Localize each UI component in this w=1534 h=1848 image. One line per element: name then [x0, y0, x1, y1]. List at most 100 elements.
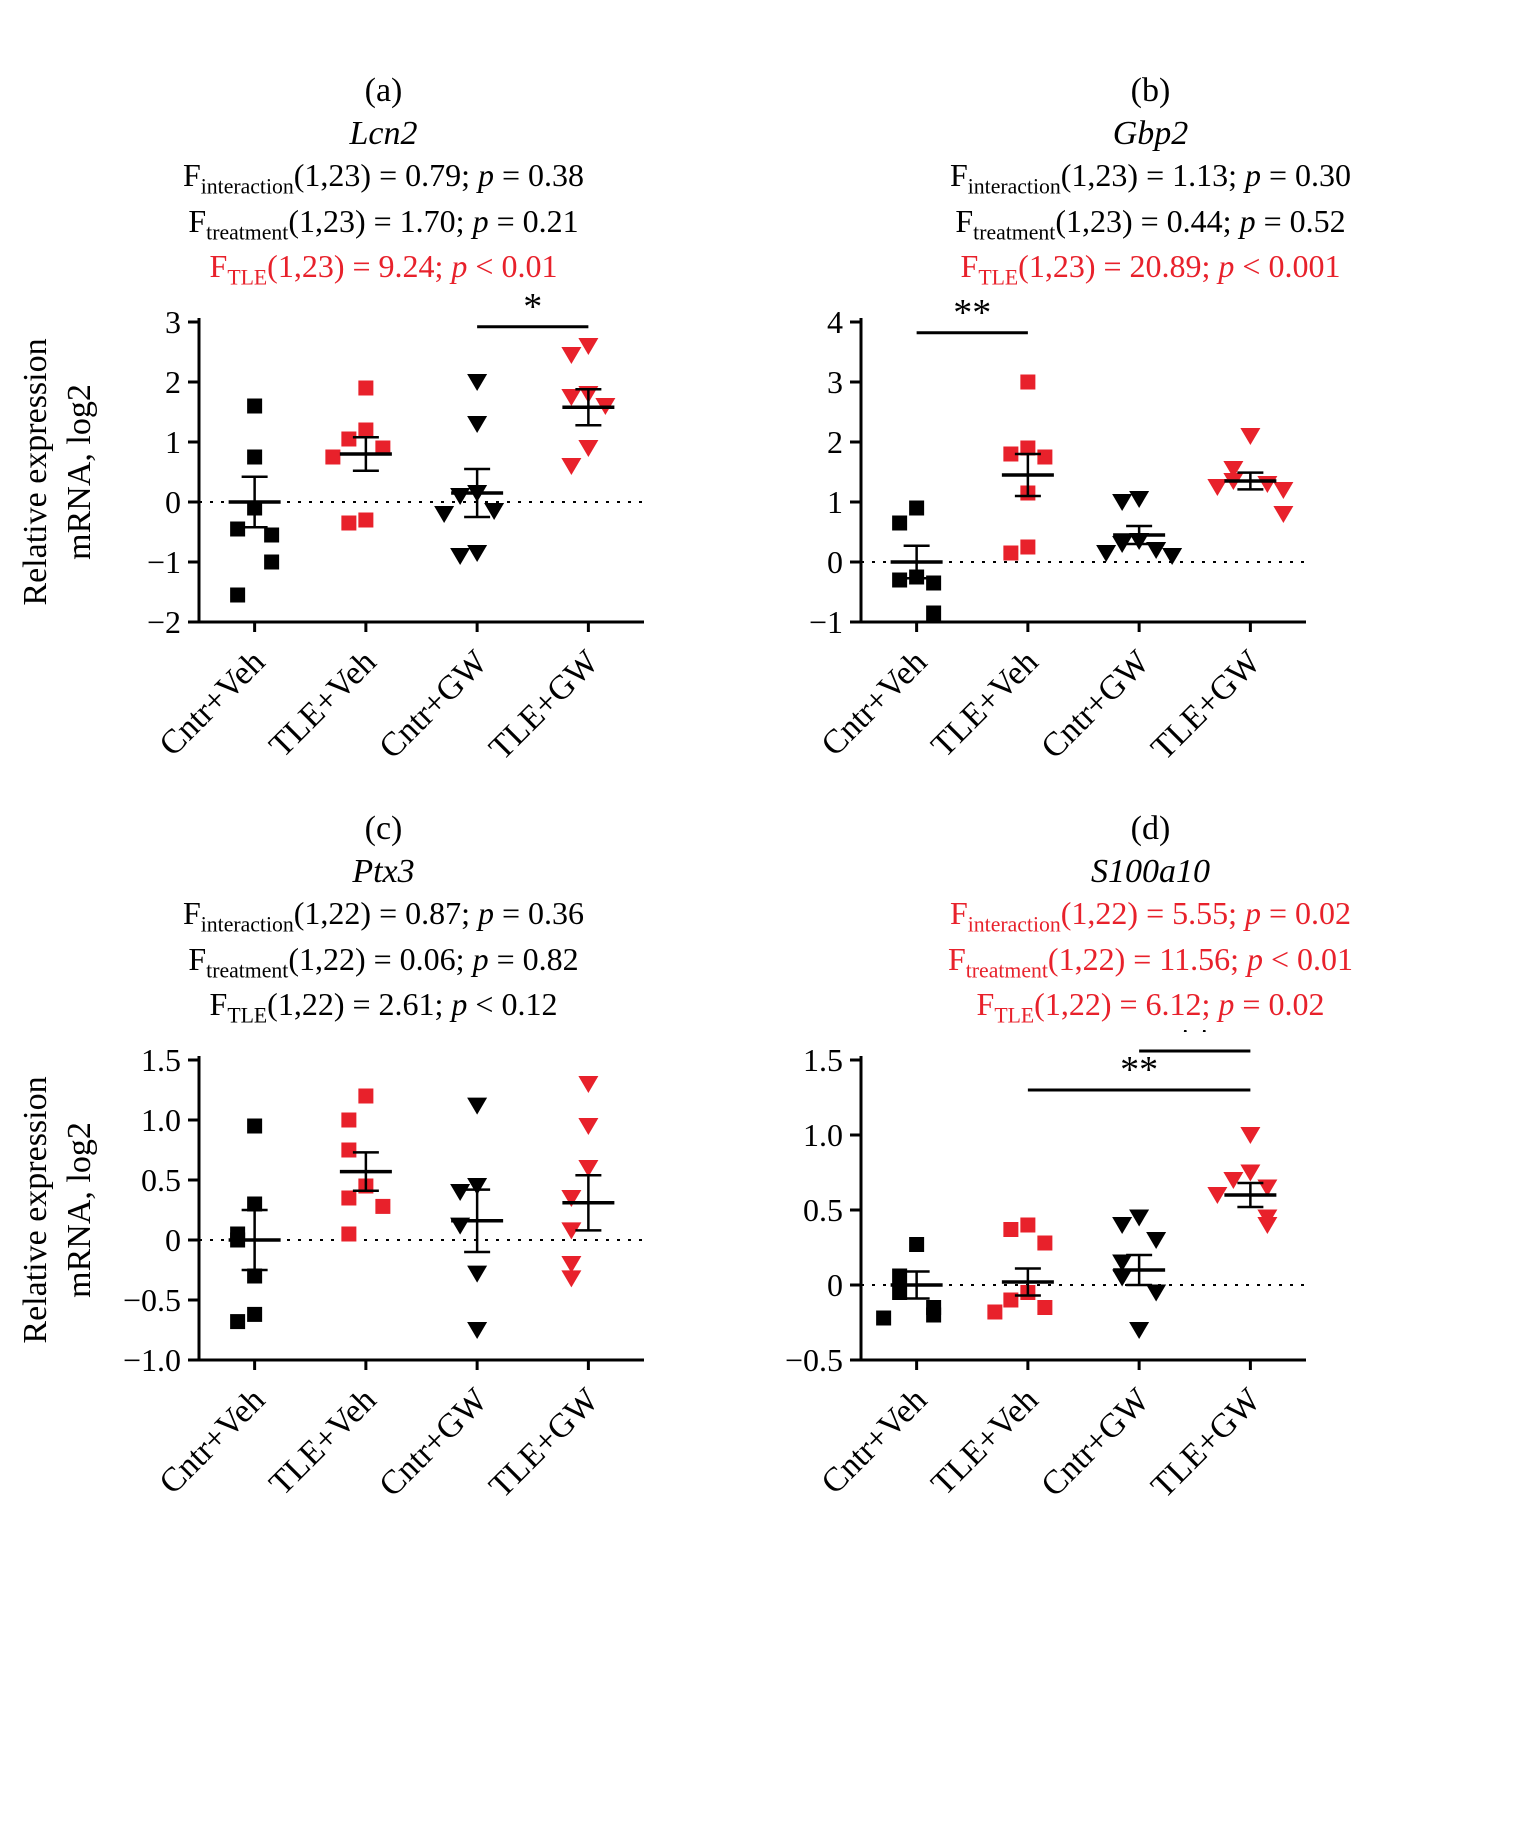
y-tick-label: 3 [827, 364, 843, 400]
data-point [466, 1178, 487, 1196]
stat-line: FTLE(1,22) = 2.61; p < 0.12 [209, 986, 558, 1028]
data-point [891, 572, 907, 588]
data-point [1128, 491, 1149, 509]
panel-d: (d) S100a10 Finteraction(1,22) = 5.55; p… [767, 800, 1534, 1848]
y-tick-label: 1.5 [141, 1042, 181, 1078]
data-point [466, 374, 487, 392]
y-tick-label: 3 [165, 304, 181, 340]
data-point [374, 440, 390, 456]
gene-title: S100a10 [1091, 852, 1210, 890]
data-point [1145, 542, 1166, 560]
data-point [1036, 1300, 1052, 1316]
data-point [357, 422, 373, 438]
x-tick-label: TLE+Veh [924, 644, 1045, 765]
y-tick-label: −1 [808, 604, 842, 640]
stat-line: FTLE(1,23) = 20.89; p < 0.001 [960, 248, 1341, 290]
x-tick-label: TLE+GW [1144, 1381, 1268, 1505]
y-tick-label: 1 [827, 484, 843, 520]
data-point [246, 1268, 262, 1284]
data-point [1111, 1269, 1132, 1287]
data-point [1239, 1164, 1260, 1182]
data-point [577, 338, 598, 356]
data-point [1002, 1292, 1018, 1308]
data-point [1222, 1172, 1243, 1190]
data-point [560, 347, 581, 365]
data-point [925, 575, 941, 591]
data-point [577, 1118, 598, 1136]
data-point [908, 500, 924, 516]
x-tick-label: Cntr+Veh [814, 1382, 934, 1502]
data-point [1111, 536, 1132, 554]
scatter-plot: 1.5 1.0 0.5 0 −0.5 −1.0 Relative expression mRN… [17, 1042, 644, 1505]
data-point [577, 440, 598, 458]
data-point [263, 554, 279, 570]
data-point [1111, 1217, 1132, 1235]
data-point [466, 545, 487, 563]
data-point [1272, 506, 1293, 524]
data-point [925, 605, 941, 621]
significance-label: * [523, 292, 542, 328]
data-point [1206, 479, 1227, 497]
data-point [340, 1112, 356, 1128]
data-point [577, 1160, 598, 1178]
panel-a: (a) Lcn2 Finteraction(1,23) = 0.79; p = … [0, 0, 767, 800]
panel-letter: (d) [1130, 810, 1171, 847]
data-point [246, 1118, 262, 1134]
data-point [1256, 1217, 1277, 1235]
stat-line: Ftreatment(1,22) = 11.56; p < 0.01 [947, 940, 1354, 983]
stats-block: Finteraction(1,23) = 1.13; p = 0.30 Ftrea… [950, 155, 1351, 292]
y-tick-label: 1.0 [141, 1102, 181, 1138]
data-point [263, 527, 279, 543]
stats-block: Finteraction(1,22) = 5.55; p = 0.02 Ftrea… [948, 893, 1353, 1030]
y-tick-label: 0 [165, 1222, 181, 1258]
x-tick-label: Cntr+Veh [152, 644, 272, 764]
data-point [357, 1088, 373, 1104]
data-point [433, 506, 454, 524]
data-point [1206, 1187, 1227, 1205]
data-point [1145, 1232, 1166, 1250]
data-point [891, 1268, 907, 1284]
data-point [1111, 494, 1132, 512]
x-tick-label: Cntr+GW [1034, 1381, 1157, 1504]
data-point [229, 1314, 245, 1330]
data-point [1019, 440, 1035, 456]
y-tick-label: 1.0 [803, 1117, 843, 1153]
data-point [340, 515, 356, 531]
stat-line: Ftreatment(1,23) = 1.70; p = 0.21 [188, 202, 579, 245]
data-point [1019, 1217, 1035, 1233]
stats-block: Finteraction(1,22) = 0.87; p = 0.36 Ftrea… [183, 893, 584, 1030]
stat-line: Ftreatment(1,22) = 0.06; p = 0.82 [188, 940, 579, 983]
data-point [1019, 539, 1035, 555]
y-tick-label: 0.5 [141, 1162, 181, 1198]
panel-c: (c) Ptx3 Finteraction(1,22) = 0.87; p = … [0, 800, 767, 1848]
scatter-plot: 3 2 1 0 −1 −2 Relative expression mRNA, log2 Cnt… [17, 292, 644, 767]
data-point [1222, 461, 1243, 479]
panel-b: (b) Gbp2 Finteraction(1,23) = 1.13; p = … [767, 0, 1534, 800]
data-point [1002, 446, 1018, 462]
data-point [560, 1190, 581, 1208]
data-point [246, 398, 262, 414]
y-axis-label-line1: Relative expression [17, 1076, 54, 1343]
data-point [560, 1222, 581, 1240]
data-point [340, 431, 356, 447]
y-tick-label: 2 [165, 364, 181, 400]
data-point [357, 380, 373, 396]
x-tick-label: TLE+Veh [924, 1382, 1045, 1503]
x-tick-label: Cntr+Veh [814, 644, 934, 764]
significance-label: ** [953, 292, 991, 334]
gene-title: Gbp2 [1112, 114, 1189, 152]
data-point [1239, 428, 1260, 446]
data-point [229, 521, 245, 537]
data-point [374, 1198, 390, 1214]
x-tick-label: TLE+GW [1144, 643, 1268, 767]
y-tick-label: −1.0 [122, 1342, 180, 1378]
data-point [246, 1306, 262, 1322]
x-tick-label: TLE+Veh [262, 1382, 383, 1503]
y-tick-label: −0.5 [122, 1282, 180, 1318]
y-axis-label-line1: Relative expression [17, 338, 54, 605]
data-point [340, 1226, 356, 1242]
stat-line: FTLE(1,23) = 9.24; p < 0.01 [209, 248, 558, 290]
x-tick-label: Cntr+GW [1034, 643, 1157, 766]
